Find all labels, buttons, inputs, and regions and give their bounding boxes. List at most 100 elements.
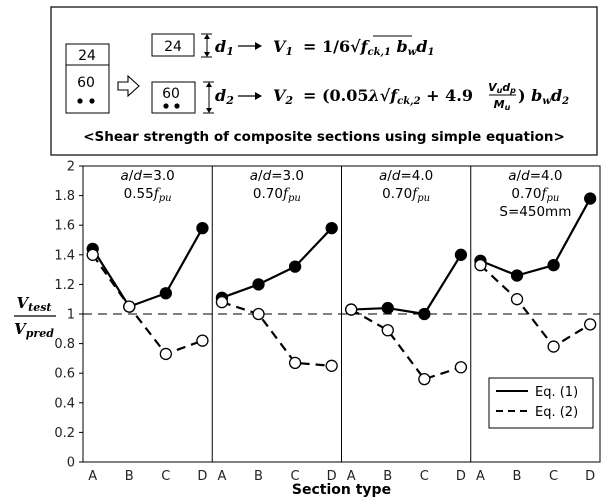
legend: Eq. (1) Eq. (2): [488, 377, 594, 429]
series-line: [350, 308, 462, 381]
chart: 0 0.2 0.4 0.6 0.8 1 1.2 1.4 1.6 1.8 2 Vtest Vpred Sec…: [14, 160, 601, 498]
x-tick-label: B: [254, 469, 263, 484]
y-axis-label-denominator: Vpred: [14, 320, 54, 340]
panel-label-stress: 0.55fpu: [124, 186, 172, 204]
open-point: [252, 307, 265, 321]
x-tick-label: B: [125, 469, 134, 484]
open-point: [123, 300, 136, 313]
y-axis-label: Vtest Vpred: [14, 294, 56, 340]
open-point: [288, 356, 302, 369]
series-line: [480, 198, 592, 277]
strand-dot: [89, 98, 95, 104]
panel-label-stress: 0.70fpu: [511, 186, 559, 204]
y-tick-label: 1.8: [54, 189, 75, 204]
y-tick-label: 0.8: [54, 337, 75, 352]
filled-point: [418, 307, 431, 321]
panel-3: a/d=4.0 0.70fpu A B C D: [345, 168, 468, 484]
filled-point: [547, 259, 560, 272]
strand-dot: [163, 103, 169, 109]
y-tick-label: 2: [67, 160, 75, 175]
x-tick-label: D: [327, 469, 337, 484]
open-point: [510, 293, 524, 306]
series-line: [221, 301, 332, 367]
x-tick-label: B: [383, 469, 392, 484]
depth-arrow-icon: [203, 81, 214, 114]
x-tick-label: A: [217, 469, 226, 484]
filled-point: [288, 260, 302, 273]
y-tick-label: 0: [67, 456, 75, 471]
panel-2: a/d=3.0 0.70fpu A B C D: [215, 168, 338, 484]
row1-equation-lhs: V1: [273, 37, 293, 58]
open-point: [159, 347, 172, 361]
x-tick-label: A: [347, 469, 356, 484]
y-tick-label: 1.6: [54, 219, 75, 234]
x-tick-label: C: [291, 469, 300, 484]
x-tick-label: D: [585, 469, 595, 484]
y-tick-label: 1.2: [54, 278, 75, 293]
equation-row-1: 24 d1 V1 = 1/6√fck,1 bwd1: [151, 33, 435, 58]
row2-equation-tail: ) bwd2: [518, 86, 569, 107]
x-tick-label: A: [88, 469, 97, 484]
panel-label-ratio: a/d=3.0: [250, 168, 304, 184]
x-axis-label: Section type: [292, 482, 391, 498]
panel-label-ratio: a/d=3.0: [121, 168, 175, 184]
filled-point: [159, 287, 172, 300]
series-eq2: [215, 296, 338, 372]
series-line: [479, 264, 591, 349]
series-line: [351, 254, 462, 316]
open-point: [547, 340, 560, 353]
series-line: [91, 254, 203, 356]
panel-label-spacing: S=450mm: [499, 204, 571, 220]
equation-box: 24 60 24 d1: [50, 6, 598, 156]
open-point: [325, 359, 338, 372]
right-arrow-icon: [238, 92, 262, 100]
y-tick-label: 0.6: [54, 367, 75, 382]
section-stack-top-label: 24: [78, 48, 96, 64]
panel-label-ratio: a/d=4.0: [379, 168, 433, 184]
panel-1: a/d=3.0 0.55fpu A B C D: [86, 168, 209, 484]
filled-point: [196, 222, 209, 235]
row2-eq-symbol: V: [273, 86, 287, 105]
x-tick-label: C: [161, 469, 170, 484]
row1-depth-symbol: d: [215, 37, 226, 56]
filled-point: [381, 301, 394, 315]
row1-block-label: 24: [164, 39, 182, 55]
row1-depth-index: 1: [226, 45, 234, 58]
section-stack-bottom-label: 60: [77, 75, 95, 91]
equation-box-caption: <Shear strength of composite sections us…: [83, 129, 565, 145]
hollow-arrow-icon: [117, 74, 140, 98]
open-point: [345, 303, 358, 316]
y-tick-label: 1: [67, 308, 75, 323]
series-eq1: [345, 248, 468, 321]
row1-equation-rhs: = 1/6√fck,1 bwd1: [303, 37, 435, 58]
section-stack-outline: [65, 43, 110, 114]
x-tick-label: C: [549, 469, 558, 484]
row2-equation-lhs: V2: [273, 86, 293, 107]
legend-label: Eq. (2): [535, 405, 578, 420]
row2-eq-index: 2: [284, 94, 293, 107]
open-point: [418, 372, 431, 386]
open-point: [215, 296, 229, 309]
section-stack: 24 60: [65, 43, 110, 114]
filled-point: [454, 248, 468, 261]
series-eq2: [474, 259, 597, 353]
y-axis-label-numerator: Vtest: [17, 294, 52, 314]
x-tick-label: B: [513, 469, 522, 484]
row2-block: [151, 81, 196, 114]
series-line: [91, 227, 204, 308]
row2-block-label: 60: [162, 86, 180, 102]
legend-frame: [488, 377, 594, 429]
panel-label-ratio: a/d=4.0: [508, 168, 562, 184]
filled-point: [584, 192, 597, 205]
row2-equation-rhs: = (0.05λ√fck,2 + 4.9: [303, 86, 473, 107]
y-tick-label: 0.4: [54, 396, 75, 411]
filled-point: [510, 269, 524, 282]
series-eq2: [86, 248, 209, 361]
row1-depth-label: d1: [215, 37, 234, 58]
open-point: [196, 334, 209, 347]
x-tick-label: C: [420, 469, 429, 484]
series-line: [221, 227, 333, 299]
row1-block: [151, 33, 195, 57]
open-point: [584, 318, 597, 331]
